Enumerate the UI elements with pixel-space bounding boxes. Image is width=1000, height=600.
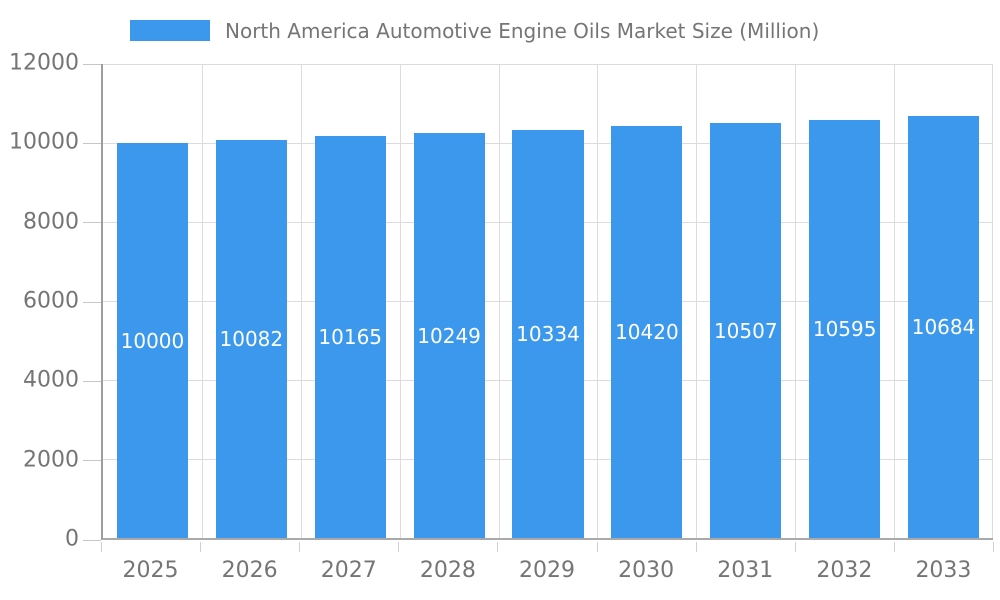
x-axis-tick <box>893 542 895 552</box>
y-axis-tick-label: 12000 <box>9 50 79 76</box>
x-axis-tick <box>101 542 102 552</box>
y-axis-tick-label: 0 <box>65 526 79 552</box>
y-axis-tick <box>83 222 101 224</box>
x-axis-tick <box>200 542 202 552</box>
bar-2029[interactable]: 10334 <box>512 129 584 538</box>
bar-2030[interactable]: 10420 <box>611 126 683 538</box>
x-axis-tick <box>299 542 301 552</box>
x-axis-tick <box>794 542 796 552</box>
x-axis-tick-label: 2032 <box>816 558 873 583</box>
y-axis-tick-label: 6000 <box>23 288 79 314</box>
bar-value-label: 10000 <box>120 328 185 353</box>
x-axis-tick-label: 2029 <box>519 558 575 583</box>
x-axis-tick <box>993 542 994 552</box>
bar-value-label: 10420 <box>615 320 679 345</box>
legend-label: North America Automotive Engine Oils Mar… <box>225 18 820 43</box>
x-axis-tick <box>497 542 499 552</box>
y-axis-tick <box>83 380 101 382</box>
vertical-gridline <box>597 64 599 538</box>
chart-legend[interactable]: North America Automotive Engine Oils Mar… <box>130 18 819 43</box>
bar-value-label: 10684 <box>911 315 976 339</box>
y-axis-tick-label: 2000 <box>23 447 79 473</box>
vertical-gridline <box>201 64 203 538</box>
bar-2025[interactable]: 10000 <box>116 143 189 538</box>
x-axis-tick-label: 2028 <box>419 558 476 583</box>
x-axis-tick-label: 2033 <box>915 558 972 583</box>
bar-value-label: 10334 <box>516 321 580 346</box>
y-axis-tick-label: 4000 <box>23 367 79 393</box>
bar-value-label: 10249 <box>417 323 481 348</box>
bar-2028[interactable]: 10249 <box>413 133 485 538</box>
y-axis-tick-label: 8000 <box>23 209 79 235</box>
vertical-gridline <box>399 64 401 538</box>
vertical-gridline <box>300 64 302 538</box>
bar-2033[interactable]: 10684 <box>907 115 980 538</box>
bar-2027[interactable]: 10165 <box>314 136 386 538</box>
bar-value-label: 10082 <box>219 326 284 351</box>
vertical-gridline <box>894 64 896 538</box>
bar-2031[interactable]: 10507 <box>710 122 782 538</box>
x-axis-tick-label: 2030 <box>618 558 675 583</box>
horizontal-gridline <box>103 64 993 65</box>
bar-value-label: 10507 <box>713 318 778 343</box>
bar-2026[interactable]: 10082 <box>215 139 287 538</box>
y-axis-tick <box>83 63 101 65</box>
vertical-gridline <box>992 64 993 538</box>
x-axis-tick <box>398 542 400 552</box>
plot-area: 10000 10082 10165 10249 10334 10420 10507 10595… <box>101 64 993 540</box>
bar-value-label: 10595 <box>812 316 877 341</box>
x-axis-tick-label: 2025 <box>122 558 179 583</box>
y-axis-tick <box>83 301 101 303</box>
x-axis-tick <box>695 542 697 552</box>
vertical-gridline <box>795 64 797 538</box>
y-axis-tick-label: 10000 <box>9 129 79 155</box>
legend-swatch-icon <box>130 20 210 41</box>
x-axis-tick <box>596 542 598 552</box>
y-axis-tick <box>83 460 101 462</box>
bar-2032[interactable]: 10595 <box>809 119 881 538</box>
vertical-gridline <box>498 64 500 538</box>
y-axis-tick <box>83 539 101 541</box>
bar-value-label: 10165 <box>318 325 383 350</box>
x-axis-tick-label: 2027 <box>320 558 377 583</box>
x-axis-tick-label: 2026 <box>221 558 278 583</box>
vertical-gridline <box>696 64 698 538</box>
y-axis-tick <box>83 142 101 144</box>
x-axis-tick-label: 2031 <box>717 558 774 583</box>
